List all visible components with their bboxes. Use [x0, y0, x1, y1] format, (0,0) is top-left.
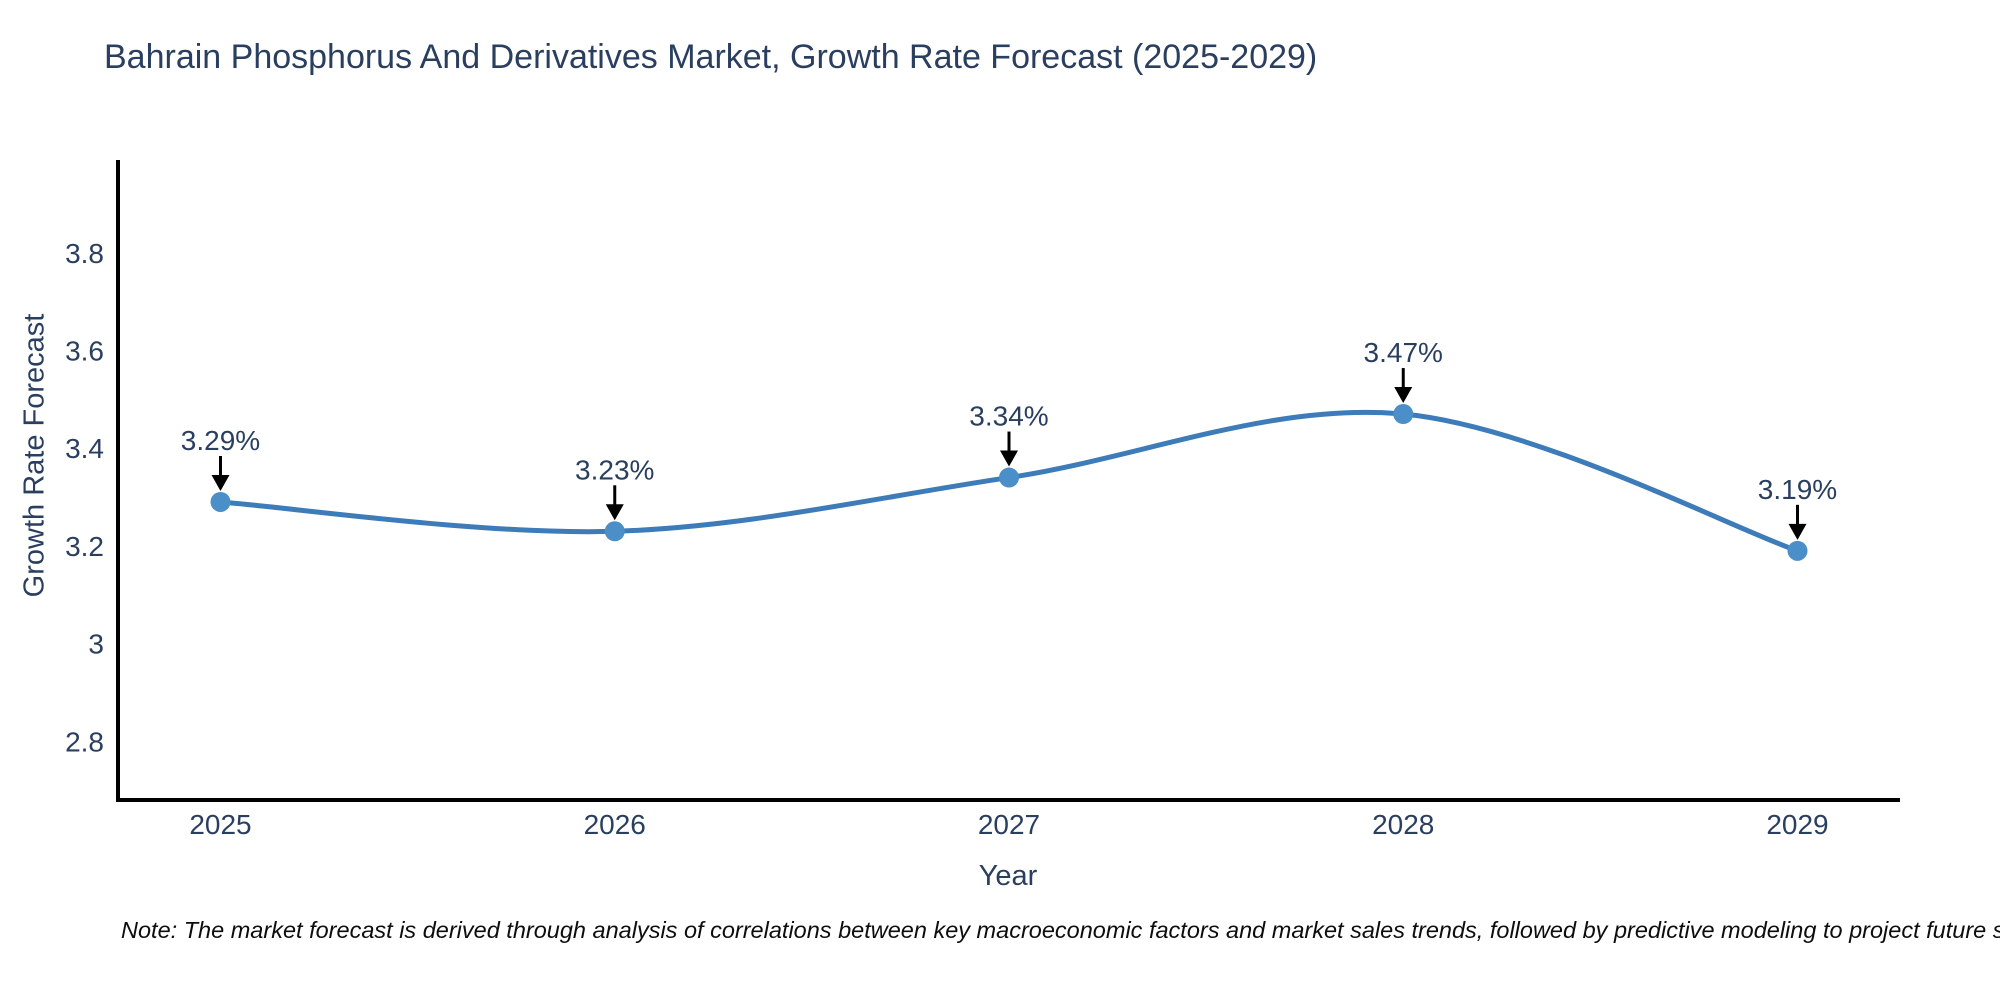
point-value-label: 3.19% [1758, 474, 1837, 505]
y-axis-title: Growth Rate Forecast [18, 313, 51, 598]
point-value-label: 3.34% [969, 401, 1048, 432]
data-point-2026 [604, 521, 625, 542]
point-value-label: 3.23% [575, 454, 654, 485]
footnote: Note: The market forecast is derived thr… [121, 917, 2000, 943]
x-tick-label: 2027 [978, 809, 1040, 840]
data-point-2027 [999, 467, 1019, 488]
x-tick-label: 2026 [584, 809, 646, 840]
chart-title: Bahrain Phosphorus And Derivatives Marke… [104, 38, 1318, 76]
data-point-2028 [1393, 404, 1414, 425]
data-point-2025 [210, 491, 231, 512]
annotation-arrowhead [1000, 450, 1018, 467]
data-point-2029 [1787, 540, 1808, 561]
y-tick-label: 3.2 [65, 531, 104, 562]
point-value-label: 3.47% [1364, 337, 1443, 368]
x-axis-title: Year [978, 860, 1038, 892]
annotation-arrowhead [605, 504, 624, 521]
y-tick-label: 3.8 [65, 238, 104, 269]
y-tick-label: 2.8 [65, 726, 104, 757]
annotation-arrowhead [211, 474, 230, 491]
x-tick-label: 2029 [1766, 809, 1828, 840]
y-tick-label: 3 [88, 629, 104, 660]
annotation-arrowhead [1788, 523, 1807, 540]
x-tick-label: 2025 [189, 809, 251, 840]
y-tick-label: 3.4 [65, 433, 104, 464]
y-tick-label: 3.6 [65, 336, 104, 367]
point-value-label: 3.29% [181, 425, 260, 456]
x-tick-label: 2028 [1372, 809, 1434, 840]
annotation-arrowhead [1394, 387, 1413, 404]
